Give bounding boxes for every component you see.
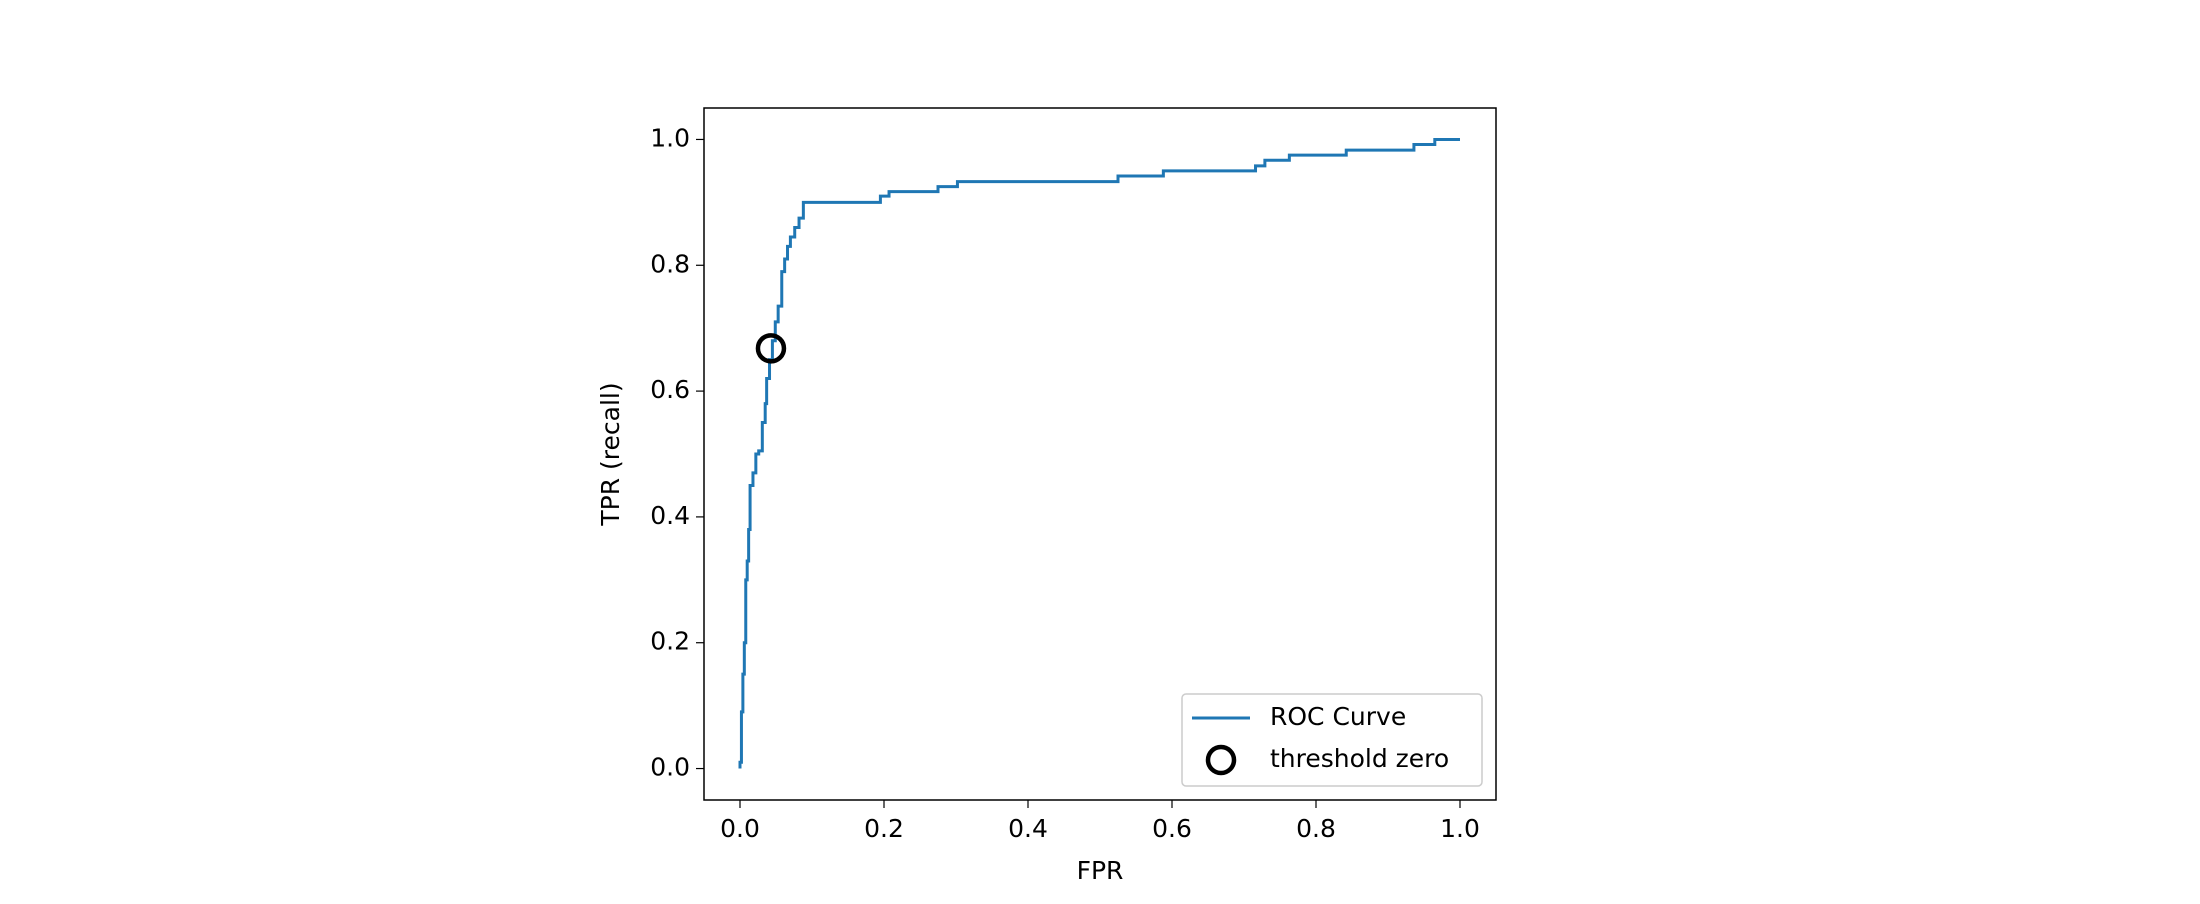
x-axis-label: FPR: [1077, 856, 1124, 885]
y-tick-label: 0.6: [650, 375, 690, 404]
x-tick-label: 0.4: [1008, 814, 1048, 843]
x-tick-label: 0.6: [1152, 814, 1192, 843]
y-tick-label: 0.4: [650, 501, 690, 530]
y-tick-label: 0.0: [650, 753, 690, 782]
legend-marker: [1205, 744, 1237, 776]
x-tick-label: 0.0: [720, 814, 760, 843]
y-tick-label: 1.0: [650, 123, 690, 152]
x-tick-label: 0.8: [1296, 814, 1336, 843]
roc-line: [738, 137, 1460, 769]
threshold-marker: [755, 333, 787, 364]
y-tick-label: 0.8: [650, 249, 690, 278]
legend-label: ROC Curve: [1270, 702, 1406, 731]
legend-label: threshold zero: [1270, 744, 1449, 773]
y-axis-label: TPR (recall): [596, 382, 625, 526]
x-tick-label: 0.2: [864, 814, 904, 843]
plot-frame: [703, 107, 1497, 801]
x-tick-label: 1.0: [1440, 814, 1480, 843]
y-tick-label: 0.2: [650, 627, 690, 656]
legend-box: [1181, 693, 1483, 787]
